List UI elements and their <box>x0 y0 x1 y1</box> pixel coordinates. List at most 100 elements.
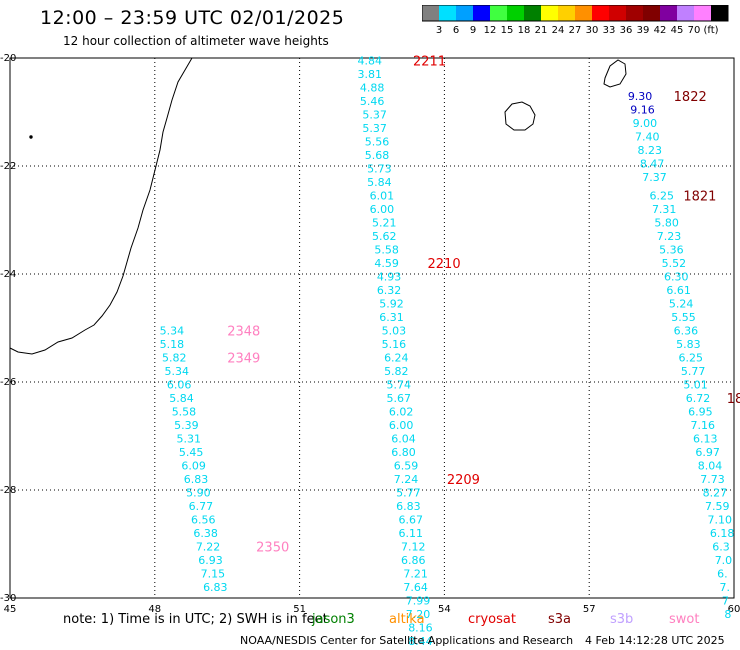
wave-height-value: 6.13 <box>693 433 718 446</box>
map-frame <box>9 57 735 599</box>
colorbar-swatch <box>541 5 558 21</box>
wave-height-value: 5.31 <box>177 433 202 446</box>
lat-tick-label: -26 <box>0 377 16 388</box>
wave-height-value: 6.25 <box>650 190 675 203</box>
wave-height-value: 6.00 <box>389 419 414 432</box>
colorbar-label: 39 <box>637 25 650 35</box>
legend-note: note: 1) Time is in UTC; 2) SWH is in fe… <box>63 612 328 627</box>
wave-height-value: 7.31 <box>652 203 677 216</box>
lat-tick-label: -20 <box>0 53 16 64</box>
legend-cryosat: cryosat <box>468 612 516 627</box>
track-jason3: 5.345.185.825.346.065.845.585.395.315.45… <box>160 325 290 595</box>
wave-height-value: 5.82 <box>384 365 409 378</box>
wave-height-value: 6.38 <box>193 527 218 540</box>
legend-altika: altika <box>389 612 425 627</box>
wave-height-value: 4.59 <box>374 257 399 270</box>
colorbar-label: 45 <box>671 25 684 35</box>
wave-height-value: 6.06 <box>167 379 192 392</box>
lat-tick-label: -24 <box>0 269 16 280</box>
wave-height-value: 5.80 <box>654 217 679 230</box>
wave-height-value: 6.04 <box>391 433 416 446</box>
wave-height-value: 7. <box>720 581 731 594</box>
colorbar-swatch <box>473 5 490 21</box>
colorbar-label: 21 <box>535 25 548 35</box>
track-time-label: 1821 <box>683 190 716 205</box>
wave-height-value: 5.37 <box>362 122 387 135</box>
footer-timestamp: 4 Feb 14:12:28 UTC 2025 <box>585 634 725 647</box>
wave-height-value: 7.24 <box>394 473 419 486</box>
wave-height-value: 9.16 <box>630 103 655 116</box>
wave-height-value: 5.21 <box>372 217 397 230</box>
lon-tick-label: 45 <box>4 604 17 615</box>
wave-height-value: 7.15 <box>201 568 226 581</box>
wave-height-value: 5.68 <box>365 149 390 162</box>
wave-height-value: 5.58 <box>172 406 197 419</box>
footer-credit: NOAA/NESDIS Center for Satellite Applica… <box>240 634 574 647</box>
wave-height-value: 5.36 <box>659 244 684 257</box>
wave-height-value: 5.24 <box>669 298 694 311</box>
colorbar-swatch <box>643 5 660 21</box>
wave-height-value: 7.0 <box>715 554 733 567</box>
wave-height-value: 6.00 <box>370 203 395 216</box>
colorbar-swatch <box>592 5 609 21</box>
wave-height-value: 5.62 <box>372 230 397 243</box>
wave-height-value: 5.67 <box>386 392 411 405</box>
colorbar-swatch <box>490 5 507 21</box>
wave-height-value: 7.12 <box>401 541 426 554</box>
legend-swot: swot <box>669 612 700 627</box>
wave-height-value: 5.84 <box>169 392 194 405</box>
map-subtitle: 12 hour collection of altimeter wave hei… <box>63 34 329 48</box>
colorbar-swatch <box>575 5 592 21</box>
wave-height-value: 5.77 <box>396 487 421 500</box>
wave-height-value: 5.45 <box>179 446 204 459</box>
wave-height-value: 6.11 <box>399 527 424 540</box>
wave-height-value: 7 <box>722 595 729 608</box>
lon-tick-label: 60 <box>728 604 740 615</box>
wave-height-value: 8.47 <box>640 157 665 170</box>
wave-height-value: 6.86 <box>401 554 426 567</box>
wave-height-value: 7.10 <box>707 514 732 527</box>
colorbar-swatch <box>439 5 456 21</box>
wave-height-value: 6.83 <box>184 473 209 486</box>
track-cryosat: 4.843.814.885.465.375.375.565.685.735.84… <box>358 55 480 649</box>
colorbar-label: 6 <box>453 25 459 35</box>
wave-height-value: 7.20 <box>406 608 431 621</box>
wave-height-value: 5.46 <box>360 95 385 108</box>
track-time-label: 1822 <box>674 90 707 105</box>
wave-height-value: 7.21 <box>403 568 428 581</box>
track-time-label: 2350 <box>256 541 289 556</box>
wave-height-value: 5.52 <box>662 257 687 270</box>
wave-height-value: 6.31 <box>379 311 404 324</box>
wave-height-value: 6.18 <box>710 527 735 540</box>
wave-height-value: 7.16 <box>691 419 716 432</box>
wave-height-value: 5.55 <box>671 311 696 324</box>
track-time-label: 2209 <box>447 473 480 488</box>
wave-height-value: 5.77 <box>681 365 706 378</box>
wave-height-value: 6.24 <box>384 352 409 365</box>
wave-height-value: 5.16 <box>382 338 407 351</box>
wave-height-value: 9.00 <box>633 117 658 130</box>
wave-height-value: 5.74 <box>386 379 411 392</box>
colorbar-swatch <box>507 5 524 21</box>
wave-height-value: 7.40 <box>635 130 660 143</box>
wave-height-value: 6.3 <box>712 541 730 554</box>
wave-height-value: 5.58 <box>374 244 399 257</box>
track-time-label: 18 <box>727 392 740 407</box>
wave-height-value: 5.03 <box>382 325 407 338</box>
colorbar-swatch <box>677 5 694 21</box>
wave-height-value: 5.73 <box>367 163 392 176</box>
wave-height-value: 8.16 <box>408 622 433 635</box>
wave-height-value: 6.77 <box>189 500 214 513</box>
wave-height-value: 5.83 <box>676 338 701 351</box>
wave-height-value: 6.83 <box>203 581 228 594</box>
lon-tick-label: 51 <box>293 604 306 615</box>
wave-height-value: 5.84 <box>367 176 392 189</box>
wave-height-value: 5.37 <box>362 109 387 122</box>
colorbar-label: (ft) <box>703 25 718 35</box>
lon-tick-label: 48 <box>148 604 161 615</box>
graticule <box>10 58 734 598</box>
colorbar-label: 42 <box>654 25 667 35</box>
wave-height-value: 6.59 <box>394 460 419 473</box>
wave-height-value: 8.04 <box>698 460 723 473</box>
wave-height-value: 3.81 <box>358 68 383 81</box>
